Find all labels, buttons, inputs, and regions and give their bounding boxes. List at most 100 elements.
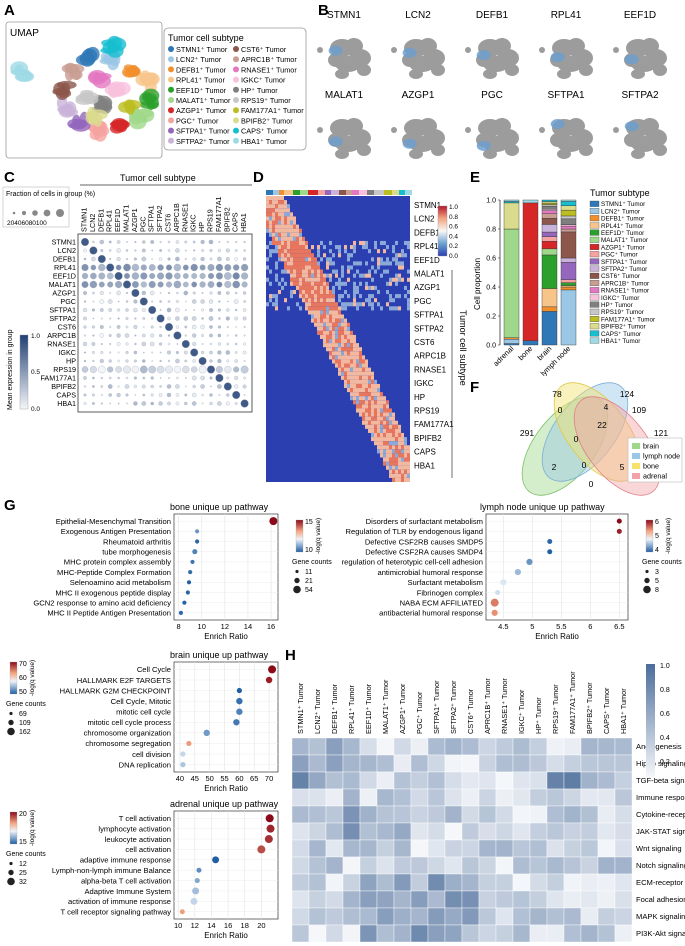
enrich-dot [490,598,499,607]
dotplot-dot [173,365,181,374]
heatmap-cell [329,289,332,295]
heatmap-cell [365,424,368,429]
heatmap-cell [272,200,275,205]
heatmap-cell [320,322,323,327]
heatmap-cell [278,220,281,225]
enrich-term: antimicrobial humoral response [377,568,483,577]
venn-legend-label: brain [643,442,659,451]
heatmap-cell [371,428,374,433]
pathway-cell [614,822,633,841]
venn-count: 0 [574,434,579,444]
heatmap-cell [383,249,386,254]
pathway-cell [546,737,565,756]
heatmap-d-colorbar: 1.00.80.60.40.20.0 [437,204,458,260]
dotplot-dot [242,291,247,295]
heatmap-cell [407,269,410,274]
heatmap-cell [323,339,326,344]
pathway-cell [495,856,514,875]
bar-segment [541,213,558,219]
enrich-xtick: 18 [241,921,249,930]
enrich-xtick: 14 [244,622,252,631]
heatmap-cell [302,240,305,246]
legend-label: HP⁺ Tumor [241,86,278,95]
dotplot-dot [165,281,173,288]
dotplot-dot [100,394,103,396]
pathway-cell [529,771,548,790]
heatmap-cell [266,277,269,282]
heatmap-cell [278,232,281,237]
pathway-cell [393,788,412,807]
heatmap-cluster-bar [300,190,308,195]
heatmap-cell [308,269,311,274]
heatmap-cell [272,249,275,254]
dotplot-dot [123,280,131,289]
dotplot-dot [226,334,229,337]
dotplot-dot [208,299,214,304]
heatmap-cell [275,220,278,225]
heatmap-cell [368,424,371,429]
dotplot-dot [134,249,137,252]
pathway-cell [325,873,344,892]
umap-gray-blob [613,127,619,133]
heatmap-cell [269,253,272,258]
bar-segment [560,286,577,291]
heatmap-cell [284,200,287,205]
dotplot-dot [176,291,179,295]
pathway-col-label: EEF1D⁺ Tumor [364,683,373,734]
dotplot-dot [116,240,121,244]
dotplot-dot [108,240,112,244]
dotplot-dot [184,258,187,260]
heatmap-cell [365,412,368,417]
umap-gray-blob [539,127,545,133]
dotplot-row-label: BPIFB2 [51,382,76,391]
panel-e-letter: E [470,169,480,186]
heatmap-cell [329,298,332,303]
feature-umap-lcn2: LCN2 [391,10,445,79]
bar-segment [522,340,539,346]
enrich-term: GCN2 response to amino acid deficiency [33,598,171,607]
heatmap-cell [293,220,296,225]
heatmap-cell [329,343,332,348]
dotplot: STMN1 LCN2 DEFB1 RPL41 EEF1D MALAT1 AZGP1 PGC SF… [40,196,249,408]
heatmap-cell [386,302,389,307]
pathway-col-label: PGC⁺ Tumor [415,691,424,734]
enrich-xtick: 14 [207,921,215,930]
legend-swatch [233,86,239,93]
dotplot-dot [117,385,120,388]
pathway-cell [325,907,344,926]
heatmap-cell [269,216,272,221]
umap-gray-blob [483,69,497,79]
heatmap-cell [323,294,326,299]
heatmap-cell [290,261,293,266]
dotplot-dot [148,306,157,314]
dotplot-dot [184,309,187,311]
dotplot-dot [223,382,232,391]
heatmap-cell [338,334,341,339]
enrich-dot [190,897,198,905]
heatmap-cell [338,253,341,258]
dotplot-dot [165,323,173,331]
dotplot-dot [217,333,222,338]
dotplot-dot [201,333,205,338]
dotplot-dot [234,257,238,261]
dotplot-dot [159,359,162,363]
heatmap-cell [362,392,365,397]
heatmap-cell [356,302,359,307]
heatmap-cell [317,326,320,331]
heatmap-cell [308,306,311,311]
heatmap-cell [407,298,410,303]
dotplot-dot [175,325,179,329]
heatmap-cell [359,281,362,286]
umap-cluster-blob [86,106,97,122]
heatmap-cell [329,326,332,331]
heatmap-cluster-bar [384,190,392,195]
enrich-xtick: 50 [205,774,213,783]
heatmap-cell [368,371,371,376]
enrich-dot [264,835,273,844]
dotplot-col-label: RPS19 [206,209,215,232]
dotplot-dot [173,331,182,340]
heatmap-cell [359,396,362,401]
heatmap-cell [284,257,287,262]
pathway-cell [325,856,344,875]
heatmap-cell [404,240,407,246]
